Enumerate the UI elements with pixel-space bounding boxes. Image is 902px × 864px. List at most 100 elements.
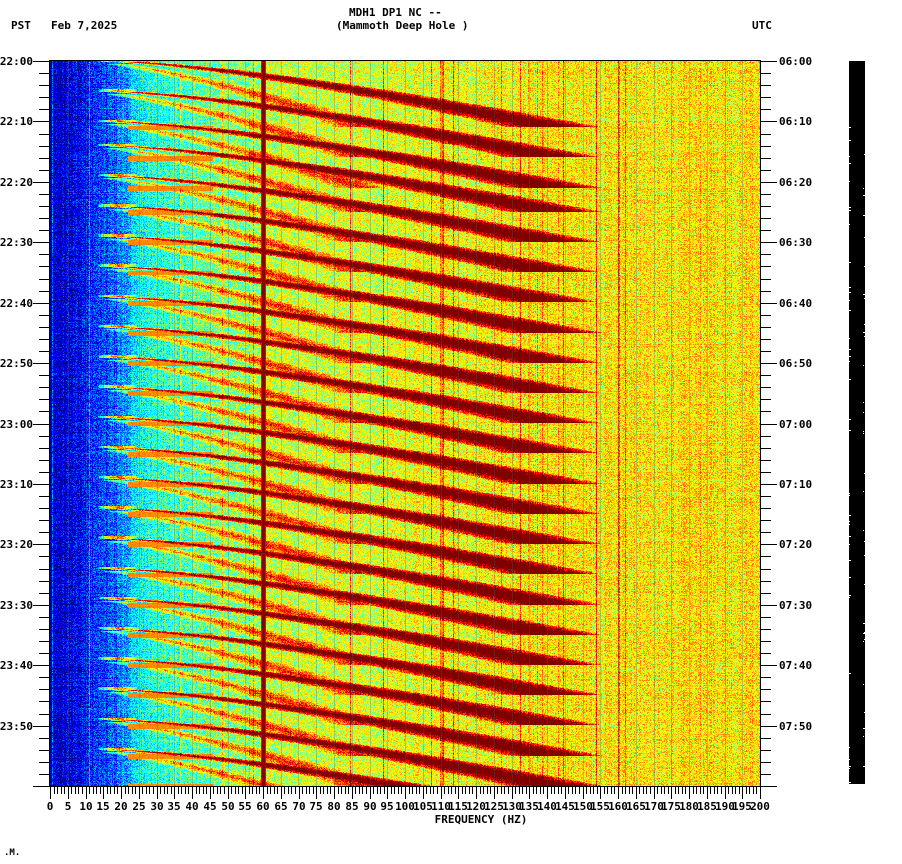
x-tick-minor (78, 787, 79, 794)
x-tick-minor (575, 787, 576, 794)
y-tick-minor (39, 532, 50, 533)
y-tick-minor (760, 617, 771, 618)
x-tick-major (50, 787, 51, 799)
x-tick-major (387, 787, 388, 799)
x-tick-minor (558, 787, 559, 794)
y-tick-minor (760, 73, 771, 74)
y-tick-minor (39, 279, 50, 280)
x-axis-tick-label: 180 (679, 800, 699, 813)
x-tick-minor (629, 787, 630, 794)
x-axis-tick-label: 145 (555, 800, 575, 813)
x-tick-minor (291, 787, 292, 794)
y-tick-minor (760, 279, 771, 280)
x-tick-minor (306, 787, 307, 794)
y-axis-right-tick-label: 07:50 (779, 720, 813, 733)
y-tick-minor (39, 448, 50, 449)
station-code-title: MDH1 DP1 NC -- (349, 6, 442, 19)
x-axis-tick-label: 195 (732, 800, 752, 813)
y-tick-minor (39, 73, 50, 74)
y-tick-major (760, 121, 777, 122)
x-tick-minor (462, 787, 463, 794)
x-tick-major (760, 787, 761, 799)
x-tick-major (707, 787, 708, 799)
y-tick-minor (760, 496, 771, 497)
x-tick-major (281, 787, 282, 799)
y-tick-minor (39, 762, 50, 763)
x-axis-tick-label: 150 (573, 800, 593, 813)
x-tick-major (547, 787, 548, 799)
x-tick-minor (128, 787, 129, 794)
x-tick-major (583, 787, 584, 799)
x-tick-minor (394, 787, 395, 794)
x-tick-minor (377, 787, 378, 794)
x-tick-minor (270, 787, 271, 794)
x-tick-minor (678, 787, 679, 794)
x-tick-minor (359, 787, 360, 794)
x-axis-tick-label: 190 (715, 800, 735, 813)
x-tick-minor (465, 787, 466, 794)
x-tick-minor (107, 787, 108, 794)
x-tick-minor (664, 787, 665, 794)
x-tick-minor (572, 787, 573, 794)
y-tick-minor (39, 351, 50, 352)
spectrogram-plot[interactable] (50, 61, 760, 786)
y-tick-minor (39, 327, 50, 328)
x-tick-minor (561, 787, 562, 794)
x-tick-minor (472, 787, 473, 794)
x-tick-minor (419, 787, 420, 794)
x-tick-minor (746, 787, 747, 794)
y-tick-major (33, 665, 50, 666)
x-tick-minor (611, 787, 612, 794)
y-tick-minor (760, 641, 771, 642)
x-tick-minor (196, 787, 197, 794)
y-tick-minor (760, 206, 771, 207)
y-tick-minor (760, 291, 771, 292)
x-tick-minor (93, 787, 94, 794)
y-tick-major (33, 121, 50, 122)
x-tick-minor (554, 787, 555, 794)
x-tick-minor (398, 787, 399, 794)
y-axis-right-tick-label: 07:20 (779, 538, 813, 551)
x-tick-major (494, 787, 495, 799)
y-tick-minor (760, 677, 771, 678)
y-axis-left-tick-label: 23:50 (0, 720, 33, 733)
x-tick-major (529, 787, 530, 799)
x-tick-major (299, 787, 300, 799)
x-tick-minor (259, 787, 260, 794)
x-tick-minor (497, 787, 498, 794)
x-tick-minor (728, 787, 729, 794)
x-tick-minor (756, 787, 757, 794)
x-tick-minor (401, 787, 402, 794)
x-tick-minor (504, 787, 505, 794)
x-tick-minor (338, 787, 339, 794)
x-tick-major (689, 787, 690, 799)
timezone-label-left: PST (11, 19, 31, 32)
y-tick-minor (39, 97, 50, 98)
y-axis-right-tick-label: 07:00 (779, 418, 813, 431)
colorbar-legend (849, 61, 865, 784)
x-tick-minor (693, 787, 694, 794)
y-tick-minor (760, 399, 771, 400)
x-tick-minor (437, 787, 438, 794)
x-tick-minor (75, 787, 76, 794)
y-tick-minor (39, 617, 50, 618)
x-tick-major (370, 787, 371, 799)
y-axis-left-tick-label: 23:00 (0, 418, 33, 431)
x-tick-minor (632, 787, 633, 794)
x-tick-major (671, 787, 672, 799)
date-label: Feb 7,2025 (51, 19, 118, 32)
y-tick-minor (39, 194, 50, 195)
x-tick-minor (622, 787, 623, 794)
x-tick-minor (366, 787, 367, 794)
x-tick-minor (64, 787, 65, 794)
x-tick-minor (313, 787, 314, 794)
y-tick-minor (39, 436, 50, 437)
x-tick-major (654, 787, 655, 799)
y-tick-major (760, 544, 777, 545)
x-axis-tick-label: 65 (274, 800, 288, 813)
x-tick-minor (252, 787, 253, 794)
y-tick-minor (760, 109, 771, 110)
x-tick-minor (224, 787, 225, 794)
x-tick-minor (384, 787, 385, 794)
y-tick-minor (760, 146, 771, 147)
